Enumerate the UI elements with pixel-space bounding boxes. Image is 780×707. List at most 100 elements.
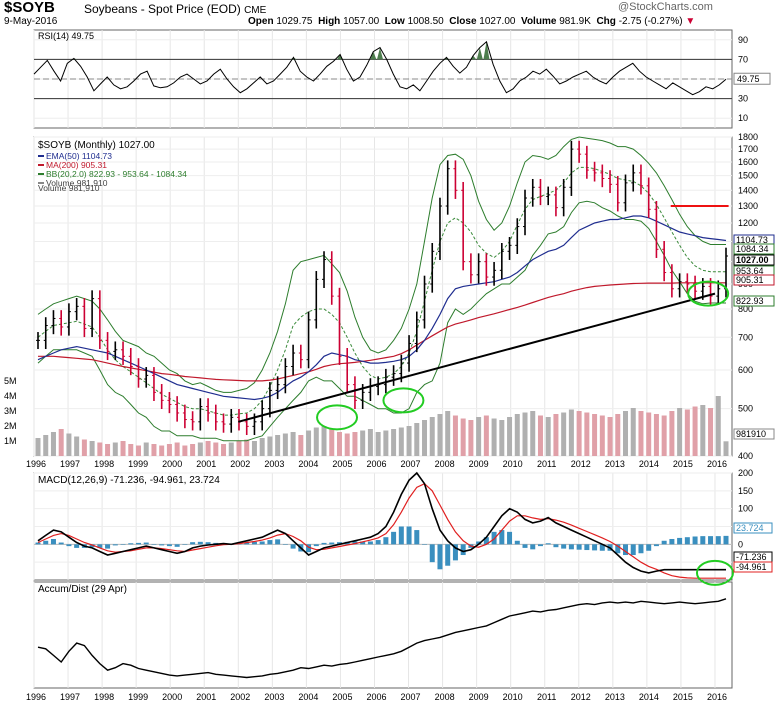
macd-histogram-bar — [452, 544, 458, 561]
macd-histogram-bar — [282, 544, 288, 545]
volume-bar — [677, 408, 683, 456]
brand-watermark: @StockCharts.com — [618, 1, 713, 13]
macd-histogram-bar — [638, 544, 644, 554]
volume-bar — [669, 411, 675, 456]
volume-label: Volume — [521, 16, 557, 27]
volume-value: 981.9K — [559, 16, 591, 27]
macd-histogram-bar — [360, 541, 366, 545]
volume-bar — [607, 417, 613, 456]
down-arrow-icon: ▼ — [685, 16, 696, 27]
macd-histogram-bar — [35, 542, 41, 545]
macd-histogram-bar — [205, 542, 211, 545]
macd-histogram-bar — [329, 542, 335, 545]
volume-bar — [221, 444, 227, 456]
volume-bar — [391, 429, 397, 456]
x-year-label-bottom: 2011 — [537, 692, 556, 702]
x-year-label-top: 2010 — [503, 459, 523, 469]
volume-bar — [646, 412, 652, 456]
rsi-overbought-fill — [377, 47, 383, 60]
volume-bar — [468, 420, 474, 456]
rsi-tick-label: 30 — [738, 94, 748, 104]
volume-bar — [267, 436, 273, 456]
volume-bar — [236, 441, 242, 456]
macd-histogram-bar — [537, 544, 543, 547]
high-label: High — [318, 16, 341, 27]
volume-bar — [329, 429, 335, 456]
price-tick-label: 400 — [738, 451, 753, 461]
volume-bar — [545, 417, 551, 456]
macd-histogram-bar — [700, 536, 706, 545]
bb-mid-line — [37, 166, 726, 416]
x-year-label-top: 2013 — [605, 459, 625, 469]
macd-histogram-bar — [159, 544, 165, 546]
x-year-label-top: 2004 — [298, 459, 318, 469]
volume-bar — [476, 417, 482, 456]
macd-histogram-bar — [66, 544, 72, 547]
volume-tick-label: 4M — [4, 391, 17, 401]
x-year-label-bottom: 1996 — [26, 692, 46, 702]
macd-histogram-bar — [445, 544, 451, 566]
x-year-label-bottom: 2003 — [264, 692, 284, 702]
price-tick-label: 1400 — [738, 185, 758, 195]
x-year-label-bottom: 2000 — [162, 692, 182, 702]
volume-bar — [491, 418, 497, 456]
panel-frame-ad — [33, 581, 733, 689]
macd-histogram-bar — [190, 542, 196, 545]
macd-value-label: -94.961 — [736, 562, 767, 572]
accum-dist-title: Accum/Dist (29 Apr) — [38, 584, 127, 595]
rsi-tick-label: 90 — [738, 35, 748, 45]
volume-bar — [615, 414, 621, 456]
macd-histogram-bar — [592, 544, 598, 551]
legend-label: EMA(50) 1104.73 — [46, 151, 112, 161]
volume-bar — [251, 441, 257, 456]
open-value: 1029.75 — [276, 16, 313, 27]
macd-histogram-bar — [522, 544, 528, 548]
volume-bar — [723, 441, 729, 456]
macd-histogram-bar — [50, 538, 56, 545]
x-year-label-top: 2011 — [537, 459, 556, 469]
x-year-label-top: 2009 — [469, 459, 489, 469]
macd-tick-label: 200 — [738, 468, 753, 478]
x-year-label-bottom: 2007 — [401, 692, 421, 702]
volume-bar — [352, 432, 358, 456]
price-title: $SOYB (Monthly) 1027.00 — [38, 140, 155, 151]
volume-last-label: 981910 — [736, 429, 766, 439]
x-year-label-top: 2016 — [707, 459, 727, 469]
macd-histogram-bar — [723, 535, 729, 545]
macd-histogram-bar — [259, 541, 265, 545]
macd-histogram-bar — [135, 542, 141, 545]
volume-last-box — [733, 428, 775, 440]
x-year-label-top: 2001 — [196, 459, 216, 469]
volume-bar — [537, 415, 543, 456]
volume-bar — [81, 439, 87, 456]
macd-title: MACD(12,26,9) -71.236, -94.961, 23.724 — [38, 475, 220, 486]
volume-bar — [623, 411, 629, 456]
volume-tick-label: 1M — [4, 436, 17, 446]
volume-bar — [638, 411, 644, 456]
volume-bar — [128, 444, 134, 456]
macd-histogram-bar — [553, 544, 559, 548]
bb-upper-line — [37, 136, 726, 393]
macd-histogram-bar — [669, 538, 675, 545]
price-value-label: 1027.00 — [736, 255, 769, 265]
volume-bar — [483, 415, 489, 456]
x-year-label-top: 2000 — [162, 459, 182, 469]
x-year-label-bottom: 2014 — [639, 692, 659, 702]
rsi-last-box — [733, 72, 771, 85]
macd-histogram-bar — [120, 544, 126, 545]
macd-histogram-bar — [112, 544, 118, 546]
macd-histogram-bar — [514, 540, 520, 545]
volume-bar — [35, 438, 41, 456]
macd-histogram-bar — [530, 544, 536, 550]
legend-label: MA(200) 905.31 — [46, 160, 107, 170]
volume-bar — [452, 415, 458, 456]
volume-bar — [592, 414, 598, 456]
macd-histogram-bar — [708, 536, 714, 545]
volume-bar — [336, 432, 342, 456]
x-year-label-bottom: 2002 — [230, 692, 250, 702]
bb-lower-line — [37, 200, 726, 442]
price-tick-label: 500 — [738, 404, 753, 414]
volume-bar — [344, 433, 350, 456]
volume-bar — [174, 442, 180, 456]
